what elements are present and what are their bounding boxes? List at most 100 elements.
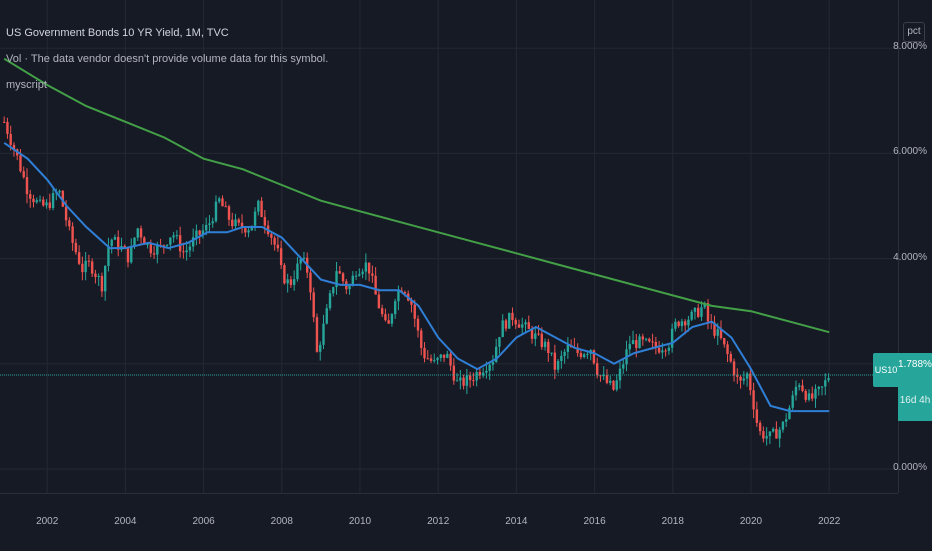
- bar-countdown: 16d 4h: [899, 395, 931, 406]
- candle-body: [609, 380, 612, 383]
- candle-body: [732, 361, 736, 376]
- candle-body: [814, 388, 817, 399]
- candle-body: [811, 393, 814, 399]
- candle-body: [592, 350, 596, 364]
- candle-body: [745, 373, 749, 379]
- candle-body: [231, 219, 234, 227]
- y-tick-label: 8.000%: [893, 41, 927, 53]
- time-axis[interactable]: 2002 2004 2006 2008 2010 2012 2014 2016 2018 2020…: [0, 493, 898, 551]
- candle-body: [540, 333, 544, 348]
- candle-body: [286, 279, 289, 284]
- legend-title[interactable]: US Government Bonds 10 YR Yield, 1M, TVC: [6, 27, 229, 39]
- candle-body: [165, 244, 169, 246]
- candle-body: [501, 320, 504, 338]
- candle-body: [556, 360, 560, 370]
- candle-body: [527, 322, 530, 329]
- candle-body: [351, 275, 355, 286]
- candle-body: [817, 386, 820, 389]
- candle-body: [638, 336, 641, 349]
- candle-body: [198, 230, 201, 235]
- candle-body: [739, 376, 742, 381]
- candle-body: [700, 307, 703, 317]
- x-tick-label: 2002: [36, 516, 59, 527]
- candle-body: [68, 220, 71, 227]
- candle-body: [364, 262, 368, 272]
- y-tick-label: 6.000%: [893, 146, 927, 158]
- chart-pane[interactable]: US Government Bonds 10 YR Yield, 1M, TVC…: [0, 0, 898, 493]
- candle-body: [801, 385, 804, 391]
- legend-script-name[interactable]: myscript: [6, 79, 47, 91]
- candle-body: [156, 244, 159, 255]
- candle-body: [237, 219, 240, 223]
- candle-body: [755, 409, 759, 423]
- candle-body: [296, 263, 299, 280]
- candle-body: [309, 272, 312, 293]
- candle-body: [644, 338, 648, 340]
- candle-body: [136, 228, 139, 238]
- candle-body: [81, 263, 84, 273]
- candle-body: [429, 358, 433, 361]
- candle-body: [146, 244, 149, 246]
- candle-body: [214, 201, 218, 222]
- candle-body: [511, 312, 514, 321]
- candle-body: [224, 206, 227, 208]
- candle-body: [537, 333, 540, 335]
- candle-body: [123, 245, 126, 249]
- candle-body: [218, 198, 221, 202]
- candle-body: [227, 206, 231, 220]
- candle-body: [90, 261, 94, 274]
- candle-body: [64, 206, 68, 221]
- candle-body: [824, 380, 827, 387]
- candle-body: [416, 318, 420, 331]
- candle-body: [397, 290, 400, 302]
- candle-body: [716, 329, 719, 336]
- candle-body: [126, 248, 130, 263]
- candle-body: [22, 171, 25, 178]
- candle-body: [273, 237, 276, 245]
- candle-body: [462, 377, 465, 386]
- candle-body: [77, 252, 81, 264]
- candle-body: [410, 300, 413, 305]
- candle-body: [42, 199, 45, 206]
- candle-body: [367, 262, 371, 274]
- candle-body: [749, 373, 752, 391]
- candle-body: [143, 237, 146, 245]
- candle-body: [612, 380, 615, 390]
- candle-body: [390, 314, 394, 324]
- candle-body: [358, 274, 361, 276]
- candle-body: [788, 407, 791, 420]
- candle-body: [485, 370, 488, 373]
- candle-body: [465, 375, 469, 386]
- ma-line-0: [3, 142, 830, 413]
- candle-body: [697, 307, 700, 317]
- legend-volume-note[interactable]: Vol · The data vendor doesn't provide vo…: [6, 53, 329, 65]
- candle-body: [341, 273, 345, 282]
- candle-body: [25, 177, 29, 195]
- candle-body: [439, 354, 442, 358]
- candle-body: [752, 390, 755, 410]
- candle-body: [677, 321, 680, 327]
- candle-body: [387, 320, 390, 324]
- candle-body: [393, 301, 397, 315]
- x-tick-label: 2018: [661, 516, 684, 527]
- chart-canvas[interactable]: [0, 0, 898, 493]
- candle-body: [29, 194, 32, 199]
- candle-body: [547, 341, 550, 354]
- candle-body: [674, 321, 677, 329]
- candle-body: [481, 372, 485, 376]
- candle-body: [563, 351, 566, 356]
- candle-body: [195, 230, 198, 238]
- candle-body: [257, 200, 260, 212]
- candle-body: [475, 371, 478, 381]
- candle-body: [110, 239, 113, 247]
- candle-body: [234, 219, 237, 227]
- candle-body: [560, 355, 563, 361]
- ma-line-1: [3, 57, 830, 334]
- candle-body: [94, 273, 97, 277]
- candle-body: [794, 386, 798, 396]
- candle-body: [377, 294, 381, 309]
- candle-body: [299, 258, 302, 264]
- candle-body: [240, 222, 244, 229]
- scale-mode-button[interactable]: pct: [903, 22, 925, 42]
- candle-body: [530, 328, 534, 339]
